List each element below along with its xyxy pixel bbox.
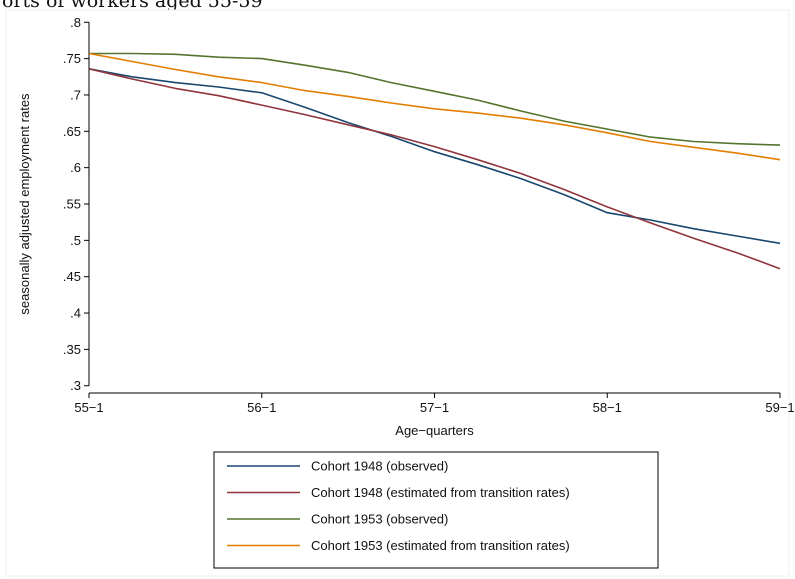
y-tick-label: .4 <box>70 306 81 321</box>
x-tick-label: 57−1 <box>420 400 449 415</box>
x-axis-title: Age−quarters <box>395 423 474 438</box>
legend-box <box>213 451 659 569</box>
y-tick-label: .75 <box>63 51 81 66</box>
y-axis: .3 .35 .4 .45 .5 .55 .6 .65 .7 .75 .8 <box>63 15 90 393</box>
y-tick-label: .65 <box>63 124 81 139</box>
y-tick-label: .3 <box>70 378 81 393</box>
y-tick-label: .8 <box>70 15 81 30</box>
y-tick-label: .55 <box>63 197 81 212</box>
legend-label: Cohort 1953 (observed) <box>311 512 448 527</box>
y-tick-label: .6 <box>70 160 81 175</box>
figure-title: orts of workers aged 55-59 <box>2 0 263 12</box>
legend-label: Cohort 1948 (observed) <box>311 459 448 474</box>
x-axis: 55−1 56−1 57−1 58−1 59−1 <box>74 392 795 415</box>
y-axis-title: seasonally adjusted employment rates <box>17 93 32 315</box>
legend-label: Cohort 1948 (estimated from transition r… <box>311 485 570 500</box>
x-tick-label: 59−1 <box>765 400 794 415</box>
y-tick-label: .7 <box>70 87 81 102</box>
series-line-3 <box>89 52 781 146</box>
x-tick-label: 55−1 <box>74 400 103 415</box>
legend: Cohort 1948 (observed) Cohort 1948 (estim… <box>213 451 659 569</box>
y-tick-label: .35 <box>63 342 81 357</box>
y-tick-label: .45 <box>63 269 81 284</box>
series-line-2 <box>88 68 781 270</box>
series-line-1 <box>88 68 781 245</box>
legend-label: Cohort 1953 (estimated from transition r… <box>311 538 570 553</box>
series-lines <box>88 52 781 270</box>
y-tick-label: .5 <box>70 233 81 248</box>
series-line-4 <box>88 52 781 161</box>
x-tick-label: 58−1 <box>593 400 622 415</box>
x-tick-label: 56−1 <box>247 400 276 415</box>
